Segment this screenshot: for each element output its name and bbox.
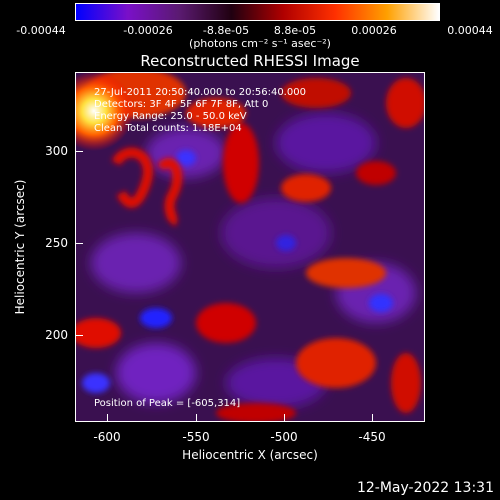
blue-minima — [82, 150, 393, 393]
colorbar-tick-label: -8.8e-05 — [202, 24, 250, 37]
colorbar-tick-label: 8.8e-05 — [273, 24, 317, 37]
energy-range-label: Energy Range: 25.0 - 50.0 keV — [94, 111, 247, 122]
rhessi-image — [76, 73, 424, 421]
image-panel: 27-Jul-2011 20:50:40.000 to 20:56:40.000… — [75, 72, 425, 422]
y-tick-label: 200 — [45, 328, 68, 342]
colorbar-tick-label: -0.00044 — [16, 24, 66, 37]
time-range-label: 27-Jul-2011 20:50:40.000 to 20:56:40.000 — [94, 87, 306, 98]
colorbar — [75, 3, 440, 21]
colorbar-tick-label: -0.00026 — [123, 24, 173, 37]
x-tick-label: -450 — [358, 430, 386, 444]
plot-title: Reconstructed RHESSI Image — [140, 52, 360, 70]
peak-position-label: Position of Peak = [-605,314] — [94, 398, 241, 409]
y-tick-mark — [75, 151, 83, 152]
x-tick-mark — [107, 414, 108, 422]
red-regions — [76, 73, 424, 421]
peak-hotspot — [76, 73, 134, 151]
x-tick-label: -550 — [182, 430, 210, 444]
clean-info-label: Clean Total counts: 1.18E+04 — [94, 123, 242, 134]
x-tick-mark — [284, 414, 285, 422]
colorbar-unit-label: (photons cm⁻² s⁻¹ asec⁻²) — [189, 37, 331, 50]
x-tick-mark — [372, 414, 373, 422]
detectors-label: Detectors: 3F 4F 5F 6F 7F 8F, Att 0 — [94, 99, 269, 110]
x-axis-title: Heliocentric X (arcsec) — [182, 448, 318, 462]
x-tick-mark — [196, 414, 197, 422]
timestamp: 12-May-2022 13:31 — [356, 480, 494, 496]
y-tick-mark — [75, 335, 83, 336]
x-tick-label: -500 — [270, 430, 298, 444]
colorbar-tick-label: 0.00044 — [447, 24, 493, 37]
y-tick-label: 250 — [45, 236, 68, 250]
colorbar-tick-label: 0.00026 — [351, 24, 397, 37]
y-tick-label: 300 — [45, 144, 68, 158]
x-tick-label: -600 — [93, 430, 121, 444]
y-tick-mark — [75, 243, 83, 244]
y-axis-title: Heliocentric Y (arcsec) — [13, 179, 27, 315]
